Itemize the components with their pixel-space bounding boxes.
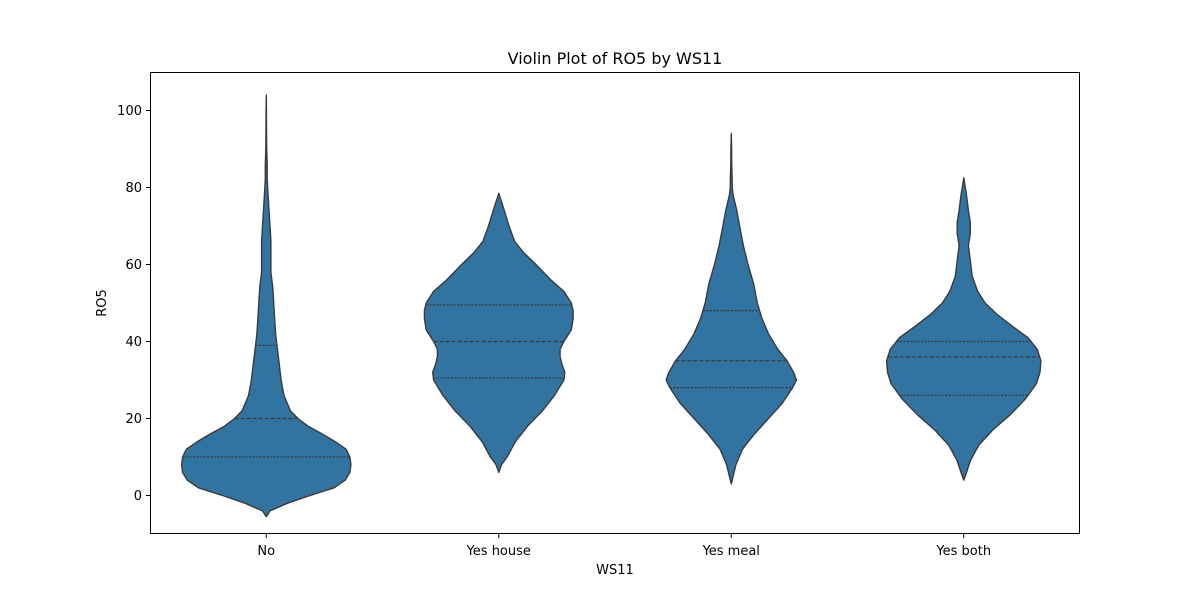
y-axis: 0 20 40 60 80 100 xyxy=(117,104,150,504)
y-tick-label: 100 xyxy=(117,104,142,119)
x-axis-label: WS11 xyxy=(596,563,634,578)
violin-yes-both xyxy=(885,177,1042,481)
chart-title: Violin Plot of RO5 by WS11 xyxy=(508,49,723,68)
plot-frame xyxy=(150,72,1080,534)
x-tick-label: Yes house xyxy=(466,544,531,559)
violin-yes-house xyxy=(423,192,574,474)
y-axis-label: RO5 xyxy=(95,289,110,317)
x-tick-label: Yes meal xyxy=(702,544,760,559)
x-tick-label: No xyxy=(257,544,275,559)
plot-area xyxy=(180,94,1042,518)
x-axis: No Yes house Yes meal Yes both xyxy=(257,534,991,559)
x-tick-label: Yes both xyxy=(935,544,991,559)
violin-no xyxy=(180,94,352,518)
y-tick-label: 0 xyxy=(134,489,142,504)
y-tick-label: 80 xyxy=(125,181,142,196)
violin-yes-meal xyxy=(665,132,798,485)
y-tick-label: 20 xyxy=(125,412,142,427)
y-tick-label: 60 xyxy=(125,258,142,273)
y-tick-label: 40 xyxy=(125,335,142,350)
